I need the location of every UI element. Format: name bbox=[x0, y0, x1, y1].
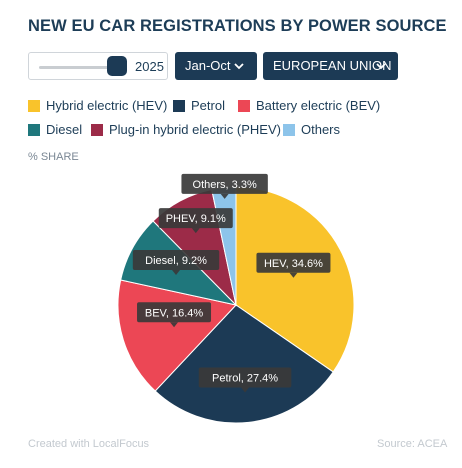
slider-thumb[interactable] bbox=[107, 56, 127, 76]
legend-item-phev[interactable]: Plug-in hybrid electric (PHEV) bbox=[91, 122, 281, 137]
legend-label: Others bbox=[301, 122, 341, 137]
svg-text:Diesel, 9.2%: Diesel, 9.2% bbox=[145, 255, 207, 267]
legend-item-bev[interactable]: Battery electric (BEV) bbox=[238, 98, 380, 113]
legend-item-diesel[interactable]: Diesel bbox=[28, 122, 82, 137]
legend-label: Plug-in hybrid electric (PHEV) bbox=[109, 122, 281, 137]
legend-swatch bbox=[173, 99, 185, 112]
svg-text:BEV, 16.4%: BEV, 16.4% bbox=[145, 307, 204, 319]
legend-swatch bbox=[91, 123, 103, 136]
svg-text:PHEV, 9.1%: PHEV, 9.1% bbox=[166, 213, 226, 225]
period-dropdown-label: Jan-Oct bbox=[185, 58, 231, 73]
legend-item-others[interactable]: Others bbox=[283, 122, 340, 137]
data-label-petrol: Petrol, 27.4% bbox=[198, 367, 292, 393]
chevron-down-icon bbox=[376, 63, 386, 70]
footer-source: Source: ACEA bbox=[377, 438, 448, 450]
svg-text:Petrol, 27.4%: Petrol, 27.4% bbox=[212, 372, 278, 384]
svg-text:HEV, 34.6%: HEV, 34.6% bbox=[264, 258, 323, 270]
unit-label: % SHARE bbox=[28, 151, 79, 163]
data-label-others: Others, 3.3% bbox=[181, 173, 268, 199]
region-dropdown-label: EUROPEAN UNION bbox=[273, 58, 392, 73]
legend-item-hev[interactable]: Hybrid electric (HEV) bbox=[28, 98, 167, 113]
year-slider[interactable]: 2025 bbox=[28, 52, 168, 80]
legend-swatch bbox=[28, 99, 40, 112]
legend-label: Battery electric (BEV) bbox=[256, 98, 381, 113]
legend-swatch bbox=[238, 99, 250, 112]
slider-track[interactable] bbox=[39, 66, 125, 69]
chart-title: NEW EU CAR REGISTRATIONS BY POWER SOURCE bbox=[28, 17, 447, 35]
legend-swatch bbox=[283, 123, 295, 136]
data-label-phev: PHEV, 9.1% bbox=[158, 208, 233, 234]
svg-text:Others, 3.3%: Others, 3.3% bbox=[193, 179, 257, 191]
legend-item-petrol[interactable]: Petrol bbox=[173, 98, 225, 113]
period-dropdown[interactable]: Jan-Oct bbox=[175, 52, 257, 80]
legend-label: Hybrid electric (HEV) bbox=[46, 98, 168, 113]
chevron-down-icon bbox=[234, 63, 244, 70]
footer-credit: Created with LocalFocus bbox=[28, 438, 150, 450]
region-dropdown[interactable]: EUROPEAN UNION bbox=[263, 52, 398, 80]
legend-label: Diesel bbox=[46, 122, 83, 137]
legend-label: Petrol bbox=[191, 98, 225, 113]
data-label-diesel: Diesel, 9.2% bbox=[132, 250, 220, 276]
legend-swatch bbox=[28, 123, 40, 136]
data-label-hev: HEV, 34.6% bbox=[256, 252, 331, 278]
pie-slice-petrol[interactable] bbox=[154, 304, 334, 424]
data-label-bev: BEV, 16.4% bbox=[137, 302, 212, 328]
year-value: 2025 bbox=[135, 59, 164, 74]
